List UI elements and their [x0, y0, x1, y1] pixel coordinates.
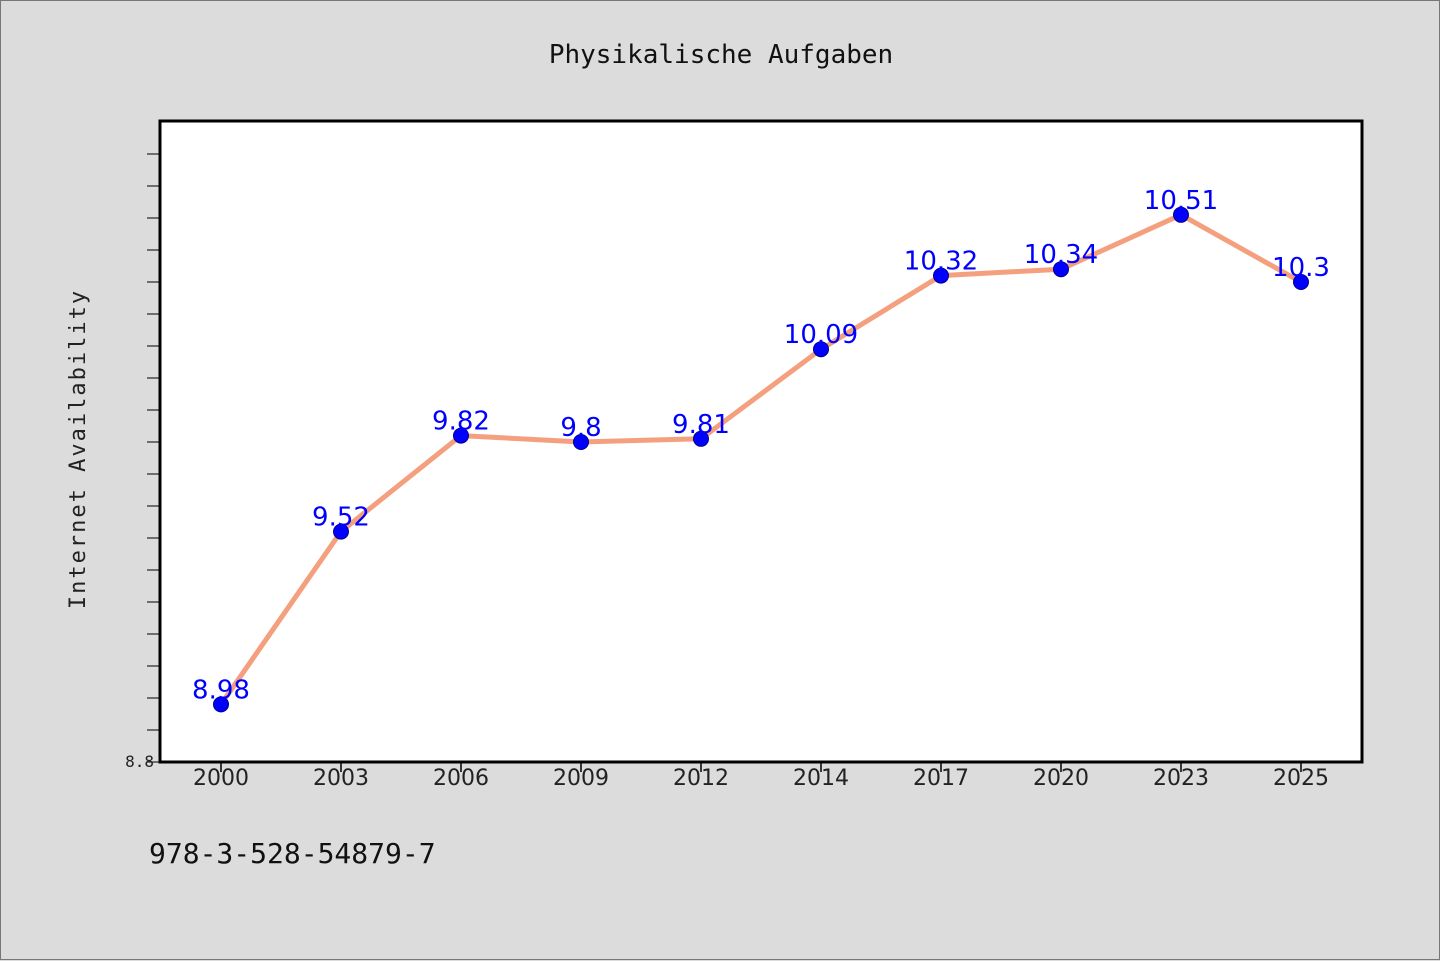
data-label: 8.98	[192, 675, 250, 705]
data-label: 10.51	[1144, 186, 1218, 216]
data-label: 10.34	[1024, 240, 1098, 270]
data-point	[813, 341, 829, 358]
data-point	[933, 267, 949, 284]
data-point	[1293, 274, 1309, 290]
data-labels: 8.98 9.52 9.82 9.8 9.81 10.09 10.32 10.34 10.51 1…	[192, 186, 1330, 706]
x-tick-label: 2003	[313, 766, 369, 791]
y-axis-label: Internet Availability	[66, 289, 91, 609]
x-tick-label: 2025	[1273, 766, 1329, 791]
data-label: 9.8	[560, 413, 601, 443]
data-label: 10.3	[1272, 253, 1330, 283]
y-axis-ticks	[147, 153, 159, 763]
data-label: 9.81	[672, 410, 730, 440]
x-tick-label: 2006	[433, 766, 489, 791]
data-markers	[213, 206, 1309, 713]
data-point	[693, 430, 709, 447]
plot-area	[158, 119, 1364, 764]
x-tick-label: 2020	[1033, 766, 1089, 791]
data-point	[213, 696, 229, 713]
data-label: 10.09	[784, 320, 858, 350]
x-tick-label: 2009	[553, 766, 609, 791]
x-tick-label: 2023	[1153, 766, 1209, 791]
series-line	[218, 212, 1303, 706]
data-label: 9.52	[312, 503, 370, 533]
x-tick-label: 2000	[193, 766, 249, 791]
data-point	[573, 434, 589, 450]
x-tick-label: 2014	[793, 766, 849, 791]
data-point	[453, 427, 469, 444]
y-tick-label: 8.8	[125, 752, 154, 771]
x-tick-label: 2012	[673, 766, 729, 791]
chart-title: Physikalische Aufgaben	[549, 40, 893, 70]
data-point	[1053, 261, 1069, 278]
data-point	[333, 523, 349, 540]
data-point	[1173, 206, 1189, 223]
data-label: 10.32	[904, 247, 978, 277]
data-label: 9.82	[432, 407, 490, 437]
x-axis-ticks: 2000 2003 2006 2009 2012 2014 2017 2020 2023 2025	[193, 762, 1329, 791]
x-tick-label: 2017	[913, 766, 969, 791]
isbn-text: 978-3-528-54879-7	[149, 837, 436, 870]
